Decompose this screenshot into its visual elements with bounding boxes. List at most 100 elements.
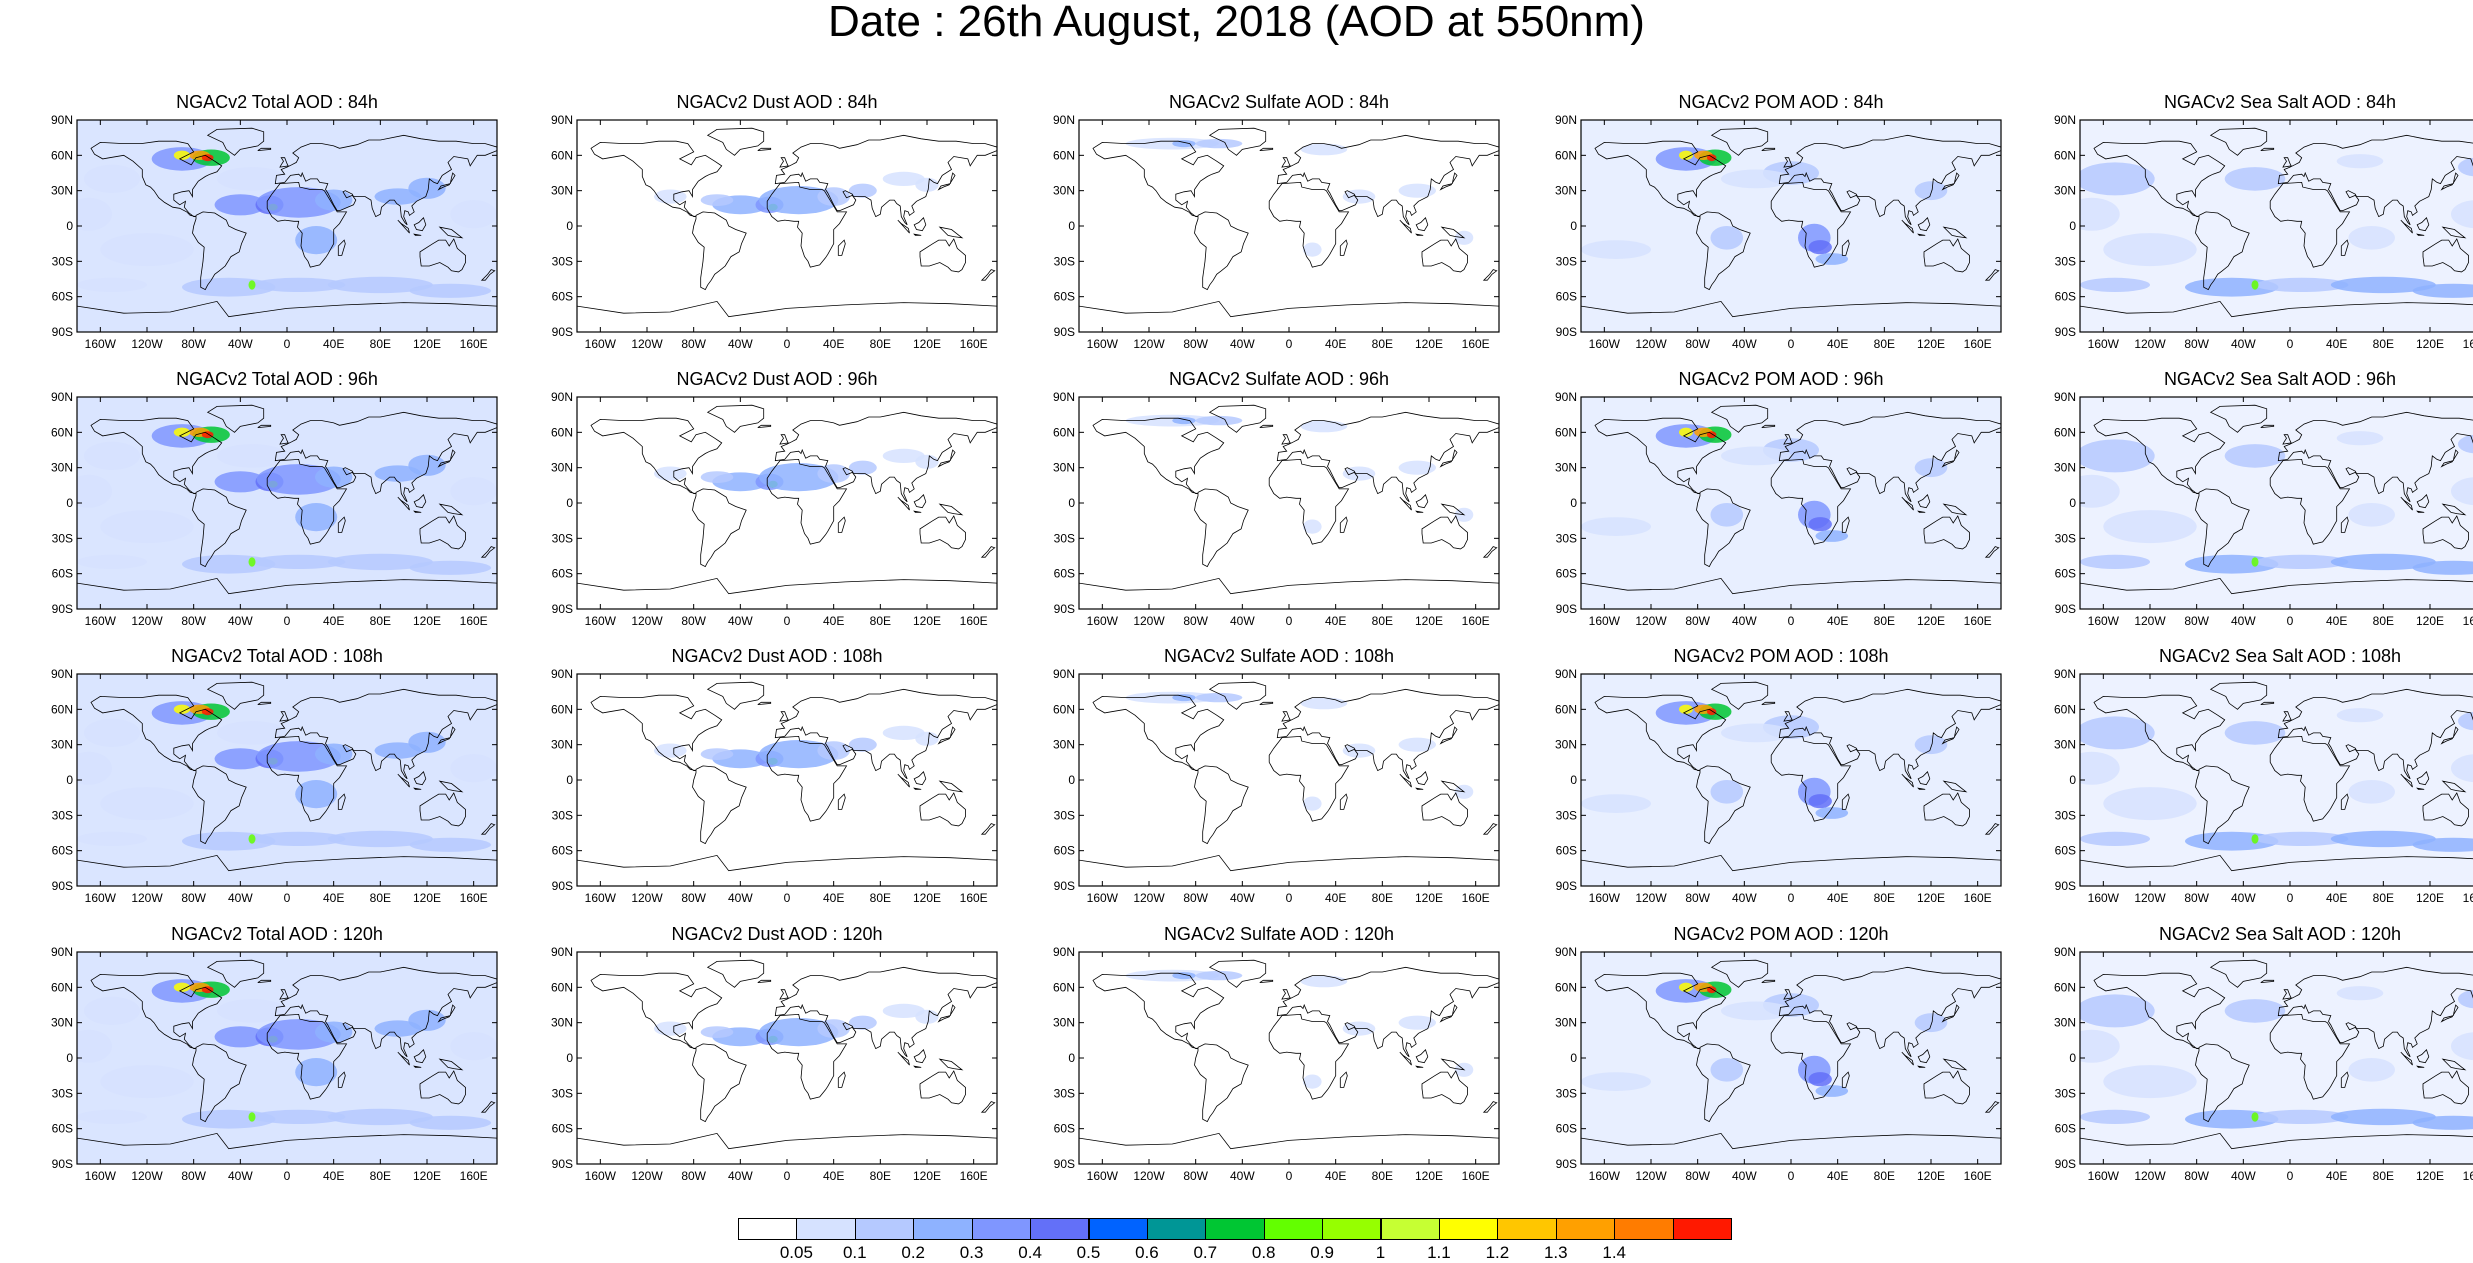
lon-tick-label: 40E xyxy=(823,337,844,351)
lat-tick-label: 90N xyxy=(551,113,573,127)
aod-plume xyxy=(1721,447,1791,466)
lat-tick-label: 90S xyxy=(552,602,573,616)
lat-tick-label: 0 xyxy=(566,1051,573,1065)
lat-tick-label: 60N xyxy=(2054,425,2076,439)
aod-plume xyxy=(77,832,147,846)
colorbar-label: 1 xyxy=(1376,1243,1385,1263)
lat-tick-label: 60N xyxy=(1555,980,1577,994)
lon-tick-label: 160E xyxy=(460,614,488,628)
lat-tick-label: 30N xyxy=(51,1016,73,1030)
lat-tick-label: 90S xyxy=(552,325,573,339)
lat-tick-label: 30S xyxy=(1556,254,1577,268)
lat-tick-label: 60N xyxy=(551,702,573,716)
lat-tick-label: 90N xyxy=(1555,667,1577,681)
lat-tick-label: 90S xyxy=(2055,1157,2076,1171)
lon-tick-label: 120E xyxy=(2416,1169,2444,1183)
aod-plume xyxy=(2080,555,2150,569)
lat-tick-label: 30N xyxy=(1555,738,1577,752)
aod-plume xyxy=(2337,431,2384,445)
lat-tick-label: 90N xyxy=(2054,945,2076,959)
lat-tick-label: 90N xyxy=(551,945,573,959)
lat-tick-label: 30N xyxy=(2054,184,2076,198)
lon-tick-label: 80E xyxy=(1372,891,1393,905)
aod-plume xyxy=(84,165,140,193)
aod-plume xyxy=(2252,280,2259,289)
lon-tick-label: 0 xyxy=(784,1169,791,1183)
lon-tick-label: 0 xyxy=(284,891,291,905)
lat-tick-label: 90N xyxy=(1053,945,1075,959)
lon-tick-label: 120W xyxy=(2134,1169,2166,1183)
panel-title: NGACv2 Total AOD : 84h xyxy=(37,92,517,112)
lon-tick-label: 40E xyxy=(1325,1169,1346,1183)
panel-title: NGACv2 Sea Salt AOD : 120h xyxy=(2040,924,2473,944)
lat-tick-label: 30N xyxy=(551,184,573,198)
lat-tick-label: 30N xyxy=(1053,738,1075,752)
colorbar-label: 0.2 xyxy=(901,1243,925,1263)
lon-tick-label: 80E xyxy=(1874,1169,1895,1183)
lon-tick-label: 0 xyxy=(284,614,291,628)
lon-tick-label: 80E xyxy=(1874,614,1895,628)
panel-title: NGACv2 Dust AOD : 120h xyxy=(537,924,1017,944)
lon-tick-label: 40W xyxy=(1732,337,1757,351)
panel-title: NGACv2 POM AOD : 84h xyxy=(1541,92,2021,112)
lat-tick-label: 90N xyxy=(1053,667,1075,681)
lon-tick-label: 120E xyxy=(913,614,941,628)
panel-title: NGACv2 POM AOD : 108h xyxy=(1541,646,2021,666)
aod-plume xyxy=(375,1020,422,1036)
aod-plume xyxy=(450,200,497,228)
lon-tick-label: 160E xyxy=(1462,1169,1490,1183)
lat-tick-label: 90S xyxy=(1054,1157,1075,1171)
aod-plume xyxy=(2080,278,2150,292)
aod-plume xyxy=(2252,1112,2259,1121)
lat-tick-label: 90S xyxy=(1556,325,1577,339)
aod-plume xyxy=(1196,416,1243,425)
aod-plume xyxy=(2225,999,2286,1023)
lon-tick-label: 40E xyxy=(323,891,344,905)
aod-plume xyxy=(1915,458,1948,477)
lat-tick-label: 0 xyxy=(66,1051,73,1065)
lat-tick-label: 90S xyxy=(2055,325,2076,339)
lon-tick-label: 80W xyxy=(681,614,706,628)
lat-tick-label: 90S xyxy=(1054,602,1075,616)
colorbar-label: 0.7 xyxy=(1193,1243,1217,1263)
lon-tick-label: 120W xyxy=(131,337,163,351)
panel-title: NGACv2 Dust AOD : 84h xyxy=(537,92,1017,112)
lat-tick-label: 0 xyxy=(1068,773,1075,787)
lon-tick-label: 160E xyxy=(2463,337,2473,351)
aod-plume xyxy=(450,1032,497,1060)
lon-tick-label: 120W xyxy=(631,614,663,628)
lon-tick-label: 40W xyxy=(1732,614,1757,628)
aod-plume xyxy=(2348,503,2395,527)
lon-tick-label: 80W xyxy=(2184,891,2209,905)
lon-tick-label: 0 xyxy=(784,337,791,351)
aod-plume xyxy=(1581,517,1651,536)
aod-plume xyxy=(84,442,140,470)
aod-plume xyxy=(1196,693,1243,702)
lon-tick-label: 120E xyxy=(413,337,441,351)
lat-tick-label: 30S xyxy=(52,1086,73,1100)
aod-plume xyxy=(202,154,214,161)
aod-plume xyxy=(217,444,287,468)
lon-tick-label: 40W xyxy=(1230,337,1255,351)
aod-plume xyxy=(701,471,734,483)
lon-tick-label: 0 xyxy=(784,891,791,905)
panel-title: NGACv2 Dust AOD : 96h xyxy=(537,369,1017,389)
lat-tick-label: 60N xyxy=(51,980,73,994)
lat-tick-label: 30N xyxy=(2054,738,2076,752)
aod-plume xyxy=(77,1110,147,1124)
lat-tick-label: 30S xyxy=(1054,808,1075,822)
lat-tick-label: 60S xyxy=(52,844,73,858)
lat-tick-label: 30S xyxy=(552,531,573,545)
panel-title: NGACv2 Total AOD : 96h xyxy=(37,369,517,389)
lat-tick-label: 90S xyxy=(1054,879,1075,893)
aod-plume xyxy=(1809,794,1832,808)
lon-tick-label: 160W xyxy=(1589,337,1621,351)
lat-tick-label: 60S xyxy=(1556,567,1577,581)
lat-tick-label: 30N xyxy=(1555,1016,1577,1030)
lon-tick-label: 120E xyxy=(1415,1169,1443,1183)
lat-tick-label: 60S xyxy=(1556,290,1577,304)
